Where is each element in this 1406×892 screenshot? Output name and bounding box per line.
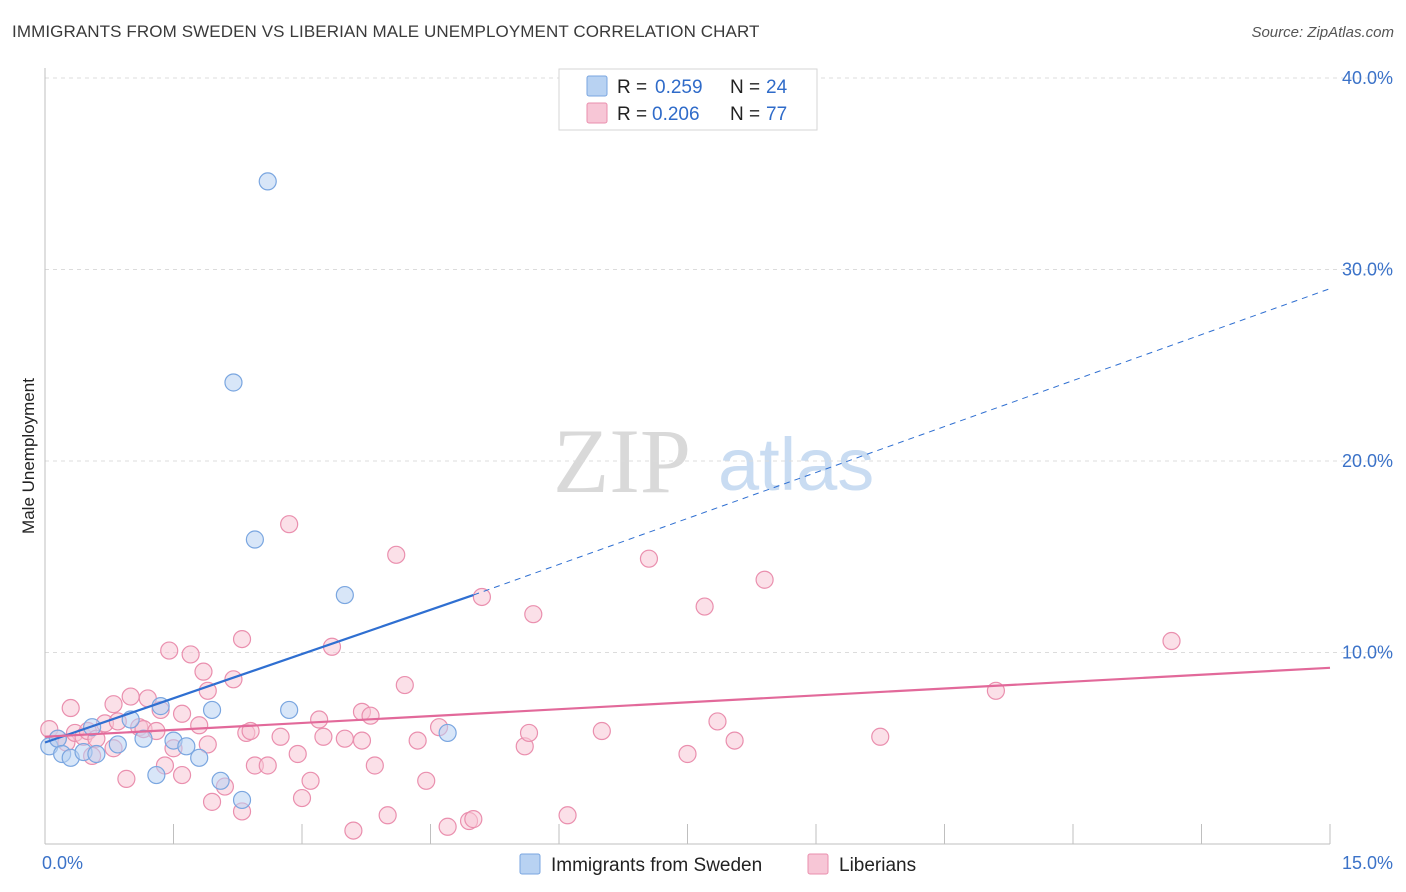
- stats-n-label-liberians: N =: [730, 104, 760, 125]
- sweden-point-19: [245, 530, 264, 549]
- liberians-point-22: [172, 765, 192, 785]
- axes: [44, 68, 1331, 845]
- sweden-point-13: [177, 737, 196, 756]
- liberians-point-75: [310, 710, 329, 729]
- sweden-point-5: [87, 744, 106, 764]
- liberians-point-62: [524, 605, 543, 624]
- liberians-point-25: [190, 716, 209, 735]
- liberians-point-38: [280, 515, 299, 534]
- liberians-point-13: [121, 687, 140, 706]
- stats-r-value-sweden: 0.259: [655, 77, 703, 98]
- liberians-point-42: [314, 727, 333, 746]
- liberians-point-41: [301, 771, 320, 790]
- liberians-point-10: [104, 695, 123, 714]
- sweden-trend-extension: [473, 288, 1331, 596]
- liberians-point-26: [194, 662, 213, 681]
- trend-lines: [44, 288, 1331, 744]
- y-tick-label-20: 20.0%: [1342, 451, 1393, 471]
- liberians-point-39: [288, 744, 307, 764]
- liberians-point-53: [408, 731, 427, 750]
- liberians-point-48: [352, 731, 372, 750]
- liberians-point-63: [558, 806, 577, 825]
- sweden-point-9: [134, 729, 153, 748]
- sweden-point-15: [202, 700, 222, 720]
- sweden-point-16: [211, 771, 230, 790]
- liberians-point-51: [387, 545, 406, 564]
- liberians-point-20: [160, 641, 179, 660]
- sweden-point-17: [224, 373, 243, 392]
- liberians-point-70: [871, 727, 890, 746]
- stats-r-label-liberians: R =: [617, 104, 647, 125]
- y-tick-labels: 10.0% 20.0% 30.0% 40.0%: [1342, 68, 1393, 663]
- liberians-point-61: [519, 723, 539, 743]
- liberians-point-36: [258, 756, 277, 775]
- liberians-point-76: [592, 721, 611, 741]
- y-tick-label-10: 10.0%: [1342, 643, 1393, 663]
- stats-legend-swatch-sweden: [586, 75, 608, 97]
- chart-title: IMMIGRANTS FROM SWEDEN VS LIBERIAN MALE …: [12, 22, 760, 41]
- sweden-point-23: [438, 723, 457, 743]
- sweden-point-10: [147, 765, 166, 785]
- liberians-point-50: [378, 806, 397, 825]
- sweden-trend-line: [44, 594, 474, 744]
- grid: [45, 77, 1390, 653]
- watermark-atlas: atlas: [718, 423, 874, 506]
- liberians-points: [40, 515, 1181, 840]
- liberians-point-23: [172, 704, 192, 723]
- liberians-point-66: [695, 597, 714, 616]
- sweden-point-21: [280, 700, 299, 720]
- liberians-point-67: [708, 712, 727, 731]
- liberians-point-40: [292, 788, 312, 808]
- legend-swatch-liberians: [807, 853, 829, 875]
- sweden-points: [40, 172, 457, 810]
- x-tick-label-min: 0.0%: [42, 853, 83, 873]
- x-tick-label-max: 15.0%: [1342, 853, 1393, 873]
- liberians-point-65: [678, 744, 697, 764]
- stats-r-label-sweden: R =: [617, 77, 647, 98]
- stats-legend: R = 0.259 N = 24 R = 0.206 N = 77: [558, 68, 818, 131]
- liberians-point-68: [725, 731, 744, 750]
- liberians-point-12: [117, 769, 136, 788]
- liberians-point-72: [1162, 631, 1181, 651]
- liberians-point-45: [344, 821, 363, 840]
- source-label: Source: ZipAtlas.com: [1251, 24, 1394, 41]
- series-legend: Immigrants from Sweden Liberians: [519, 853, 916, 876]
- sweden-point-7: [108, 735, 127, 754]
- sweden-point-14: [190, 748, 209, 767]
- liberians-point-31: [232, 629, 252, 649]
- liberians-point-27: [198, 735, 217, 754]
- y-axis-title: Male Unemployment: [19, 378, 38, 534]
- liberians-trend-line: [44, 666, 1331, 738]
- sweden-point-18: [232, 790, 252, 810]
- sweden-point-20: [258, 172, 277, 191]
- legend-label-sweden: Immigrants from Sweden: [551, 855, 762, 876]
- liberians-point-56: [438, 817, 457, 836]
- liberians-point-58: [464, 810, 483, 829]
- stats-n-value-sweden: 24: [766, 77, 788, 98]
- stats-legend-swatch-liberians: [586, 102, 608, 124]
- legend-label-liberians: Liberians: [839, 855, 916, 876]
- liberians-point-24: [181, 645, 200, 664]
- liberians-point-74: [198, 681, 217, 700]
- liberians-point-28: [202, 792, 222, 811]
- stats-n-value-liberians: 77: [766, 104, 787, 125]
- stats-r-value-liberians: 0.206: [652, 104, 700, 125]
- liberians-point-69: [755, 570, 774, 589]
- liberians-point-59: [472, 587, 491, 607]
- liberians-point-49: [365, 756, 384, 775]
- liberians-point-64: [639, 549, 659, 568]
- liberians-point-54: [417, 771, 436, 790]
- liberians-point-47: [361, 706, 380, 725]
- liberians-point-52: [395, 675, 414, 695]
- legend-swatch-sweden: [519, 853, 541, 875]
- liberians-point-44: [335, 729, 354, 748]
- y-tick-label-40: 40.0%: [1342, 68, 1393, 88]
- y-tick-label-30: 30.0%: [1342, 260, 1393, 280]
- liberians-point-3: [61, 698, 80, 718]
- sweden-point-22: [335, 585, 354, 605]
- liberians-point-37: [271, 727, 290, 746]
- stats-n-label-sweden: N =: [730, 77, 760, 98]
